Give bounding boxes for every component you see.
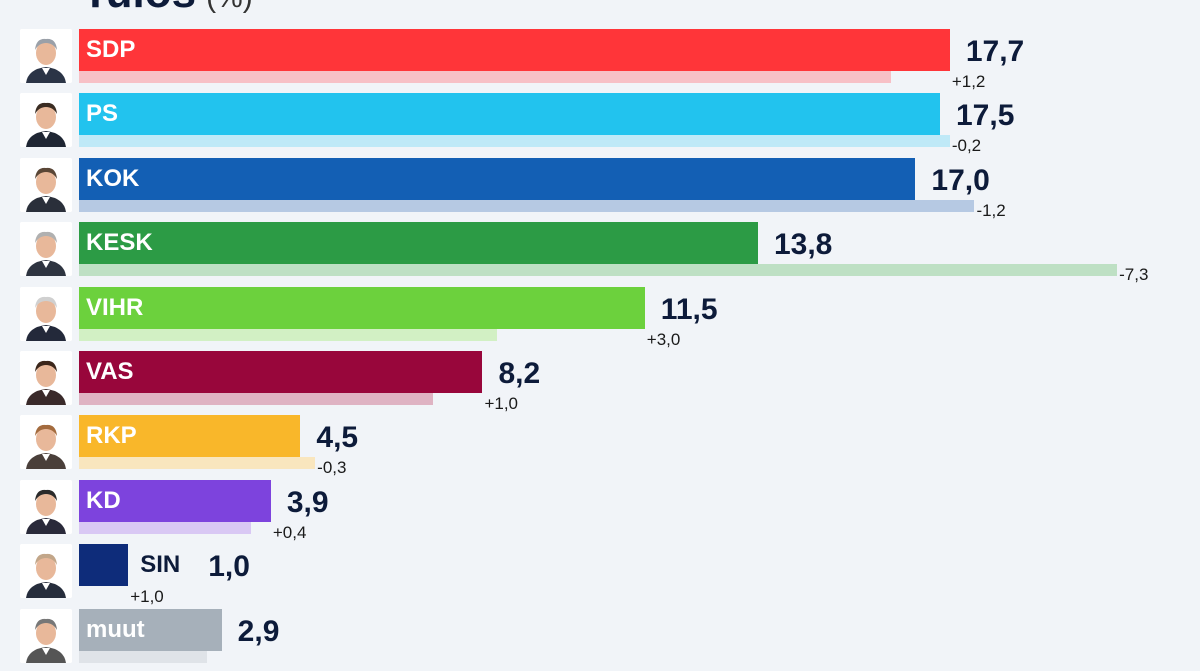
result-bar bbox=[79, 93, 940, 136]
bar-row-vas: VAS 8,2 +1,0 bbox=[0, 351, 1200, 413]
value-label: 8,2 bbox=[498, 357, 541, 390]
result-bar bbox=[79, 544, 129, 587]
change-label: +1,0 bbox=[130, 587, 164, 607]
bar-row-kok: KOK 17,0 -1,2 bbox=[0, 157, 1200, 220]
party-label: SDP bbox=[86, 36, 136, 63]
avatar bbox=[20, 351, 72, 405]
party-label: VAS bbox=[86, 358, 134, 385]
change-label: +0,4 bbox=[272, 522, 307, 542]
page-title: Tulos (%) bbox=[82, 0, 253, 18]
results-bar-chart: SDP 17,7 +1,2 PS 17,5 -0,2 KOK 17,0 -1,2 KESK 13,8… bbox=[0, 29, 1200, 663]
value-label: 13,8 bbox=[773, 228, 833, 262]
bar-row-kesk: KESK 13,8 -7,3 bbox=[0, 222, 1200, 284]
change-label: +1,2 bbox=[951, 72, 986, 91]
result-bar bbox=[79, 222, 758, 265]
result-bar bbox=[79, 351, 483, 393]
avatar bbox=[20, 479, 72, 534]
change-label: -1,2 bbox=[976, 200, 1006, 220]
change-label: -7,3 bbox=[1119, 265, 1149, 285]
previous-result-bar bbox=[79, 457, 316, 470]
party-label: VIHR bbox=[86, 293, 144, 321]
avatar bbox=[20, 415, 72, 470]
bar-row-sin: SIN 1,0 +1,0 bbox=[0, 544, 1200, 606]
previous-result-bar bbox=[79, 328, 498, 341]
previous-result-bar bbox=[79, 393, 434, 405]
avatar bbox=[20, 222, 72, 277]
party-label: muut bbox=[86, 615, 145, 643]
result-bar bbox=[79, 29, 950, 71]
value-label: 3,9 bbox=[286, 485, 329, 519]
previous-result-bar bbox=[79, 264, 1118, 277]
value-label: 2,9 bbox=[237, 614, 280, 648]
previous-result-bar bbox=[79, 199, 975, 212]
previous-result-bar bbox=[79, 71, 891, 83]
bar-row-kd: KD 3,9 +0,4 bbox=[0, 479, 1200, 542]
avatar bbox=[20, 93, 72, 148]
result-bar bbox=[79, 286, 645, 329]
chart-title: Tulos bbox=[82, 0, 196, 17]
value-label: 1,0 bbox=[208, 550, 250, 584]
value-label: 17,7 bbox=[965, 35, 1025, 68]
change-label: -0,3 bbox=[317, 458, 347, 478]
result-bar bbox=[79, 415, 301, 458]
value-label: 17,5 bbox=[956, 99, 1015, 133]
change-label: +3,0 bbox=[646, 329, 681, 349]
party-label: KOK bbox=[86, 164, 140, 192]
bar-row-sdp: SDP 17,7 +1,2 bbox=[0, 29, 1200, 91]
party-label: RKP bbox=[86, 422, 137, 450]
chart-unit: (%) bbox=[206, 0, 253, 14]
bar-row-vihr: VIHR 11,5 +3,0 bbox=[0, 286, 1200, 349]
result-bar bbox=[79, 157, 916, 200]
party-label: KESK bbox=[86, 229, 153, 257]
bar-row-rkp: RKP 4,5 -0,3 bbox=[0, 415, 1200, 477]
party-label: PS bbox=[86, 100, 119, 128]
avatar bbox=[20, 608, 72, 663]
party-label: KD bbox=[86, 486, 121, 514]
avatar bbox=[20, 544, 72, 599]
avatar bbox=[20, 157, 72, 212]
avatar bbox=[20, 286, 72, 341]
value-label: 11,5 bbox=[660, 292, 718, 326]
change-label: +1,0 bbox=[484, 394, 518, 413]
bar-row-ps: PS 17,5 -0,2 bbox=[0, 93, 1200, 155]
value-label: 17,0 bbox=[931, 163, 990, 197]
party-label: SIN bbox=[140, 551, 181, 579]
avatar bbox=[20, 29, 72, 83]
change-label: -0,2 bbox=[951, 136, 982, 156]
result-bar bbox=[79, 479, 271, 522]
value-label: 4,5 bbox=[316, 421, 359, 455]
previous-result-bar bbox=[79, 135, 950, 148]
previous-result-bar bbox=[79, 521, 252, 534]
bar-row-muut: muut 2,9 bbox=[0, 608, 1200, 671]
previous-result-bar bbox=[79, 650, 207, 663]
